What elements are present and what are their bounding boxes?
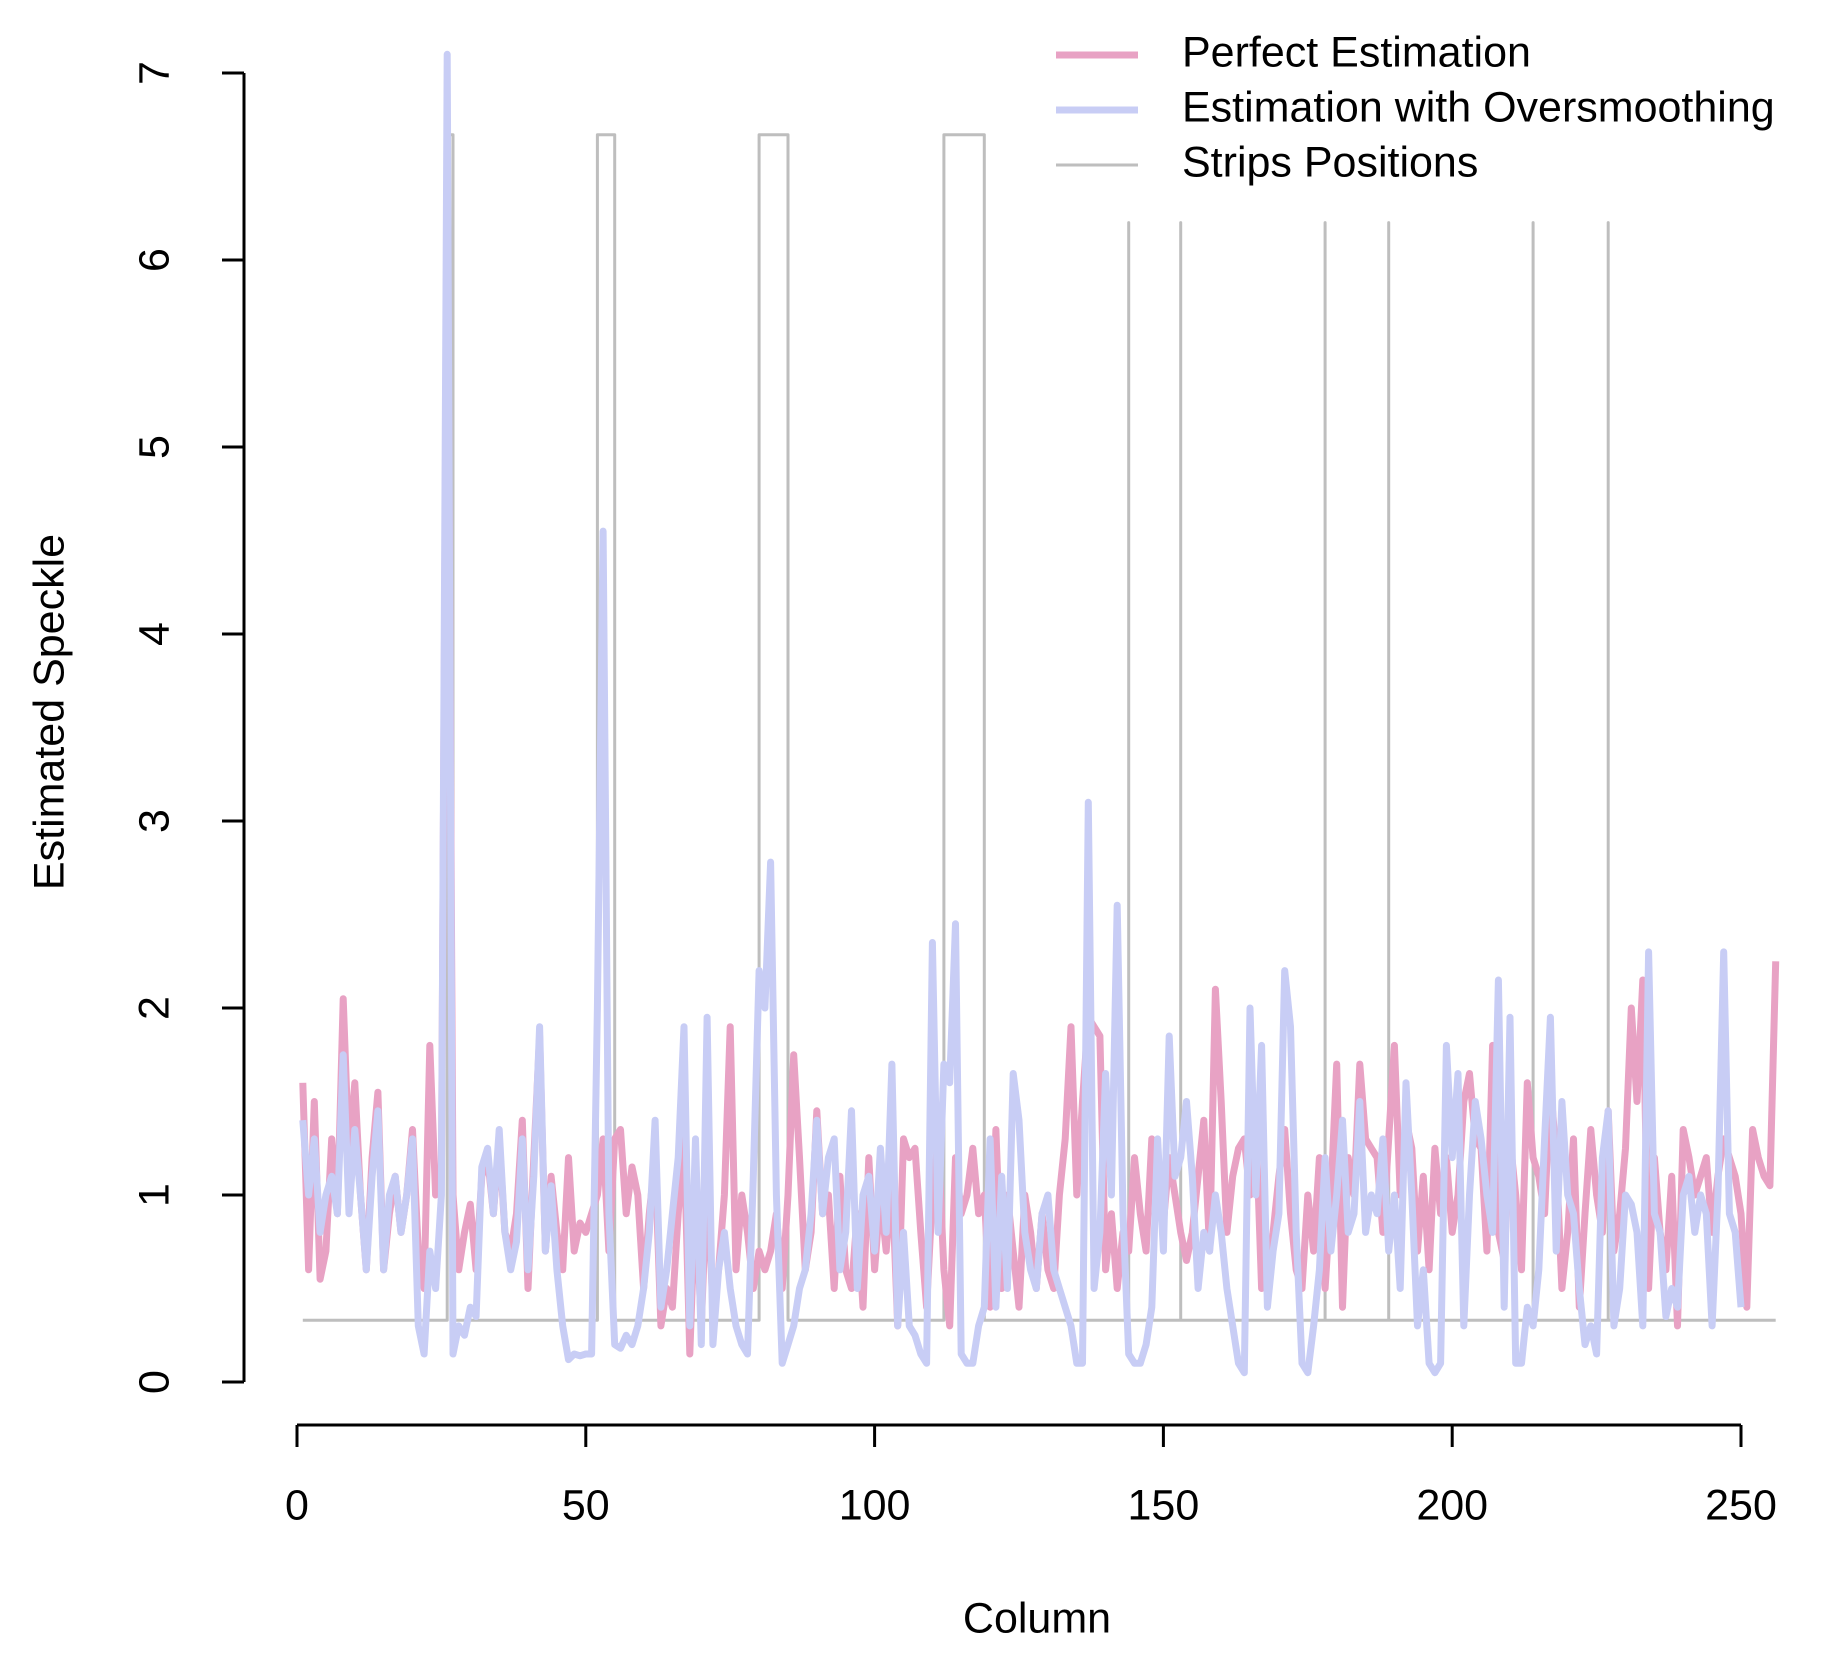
y-tick-label: 2	[130, 996, 178, 1020]
legend-label: Strips Positions	[1182, 138, 1478, 186]
x-tick-label: 250	[1705, 1481, 1777, 1529]
x-tick-label: 50	[562, 1481, 610, 1529]
series-line	[299, 50, 1745, 1377]
y-tick-label: 5	[130, 435, 178, 459]
legend-label: Perfect Estimation	[1182, 28, 1531, 76]
x-tick-label: 150	[1128, 1481, 1200, 1529]
y-tick-label: 7	[130, 61, 178, 85]
y-tick-label: 3	[130, 809, 178, 833]
y-tick-label: 4	[130, 622, 178, 646]
x-tick-label: 0	[285, 1481, 309, 1529]
x-tick-label: 100	[839, 1481, 911, 1529]
y-tick-label: 0	[130, 1370, 178, 1394]
y-tick-label: 1	[130, 1183, 178, 1207]
legend-label: Estimation with Oversmoothing	[1182, 83, 1775, 131]
x-axis-title: Column	[963, 1594, 1111, 1642]
y-tick-label: 6	[130, 248, 178, 272]
x-tick-label: 200	[1416, 1481, 1488, 1529]
y-axis-title: Estimated Speckle	[25, 534, 73, 890]
